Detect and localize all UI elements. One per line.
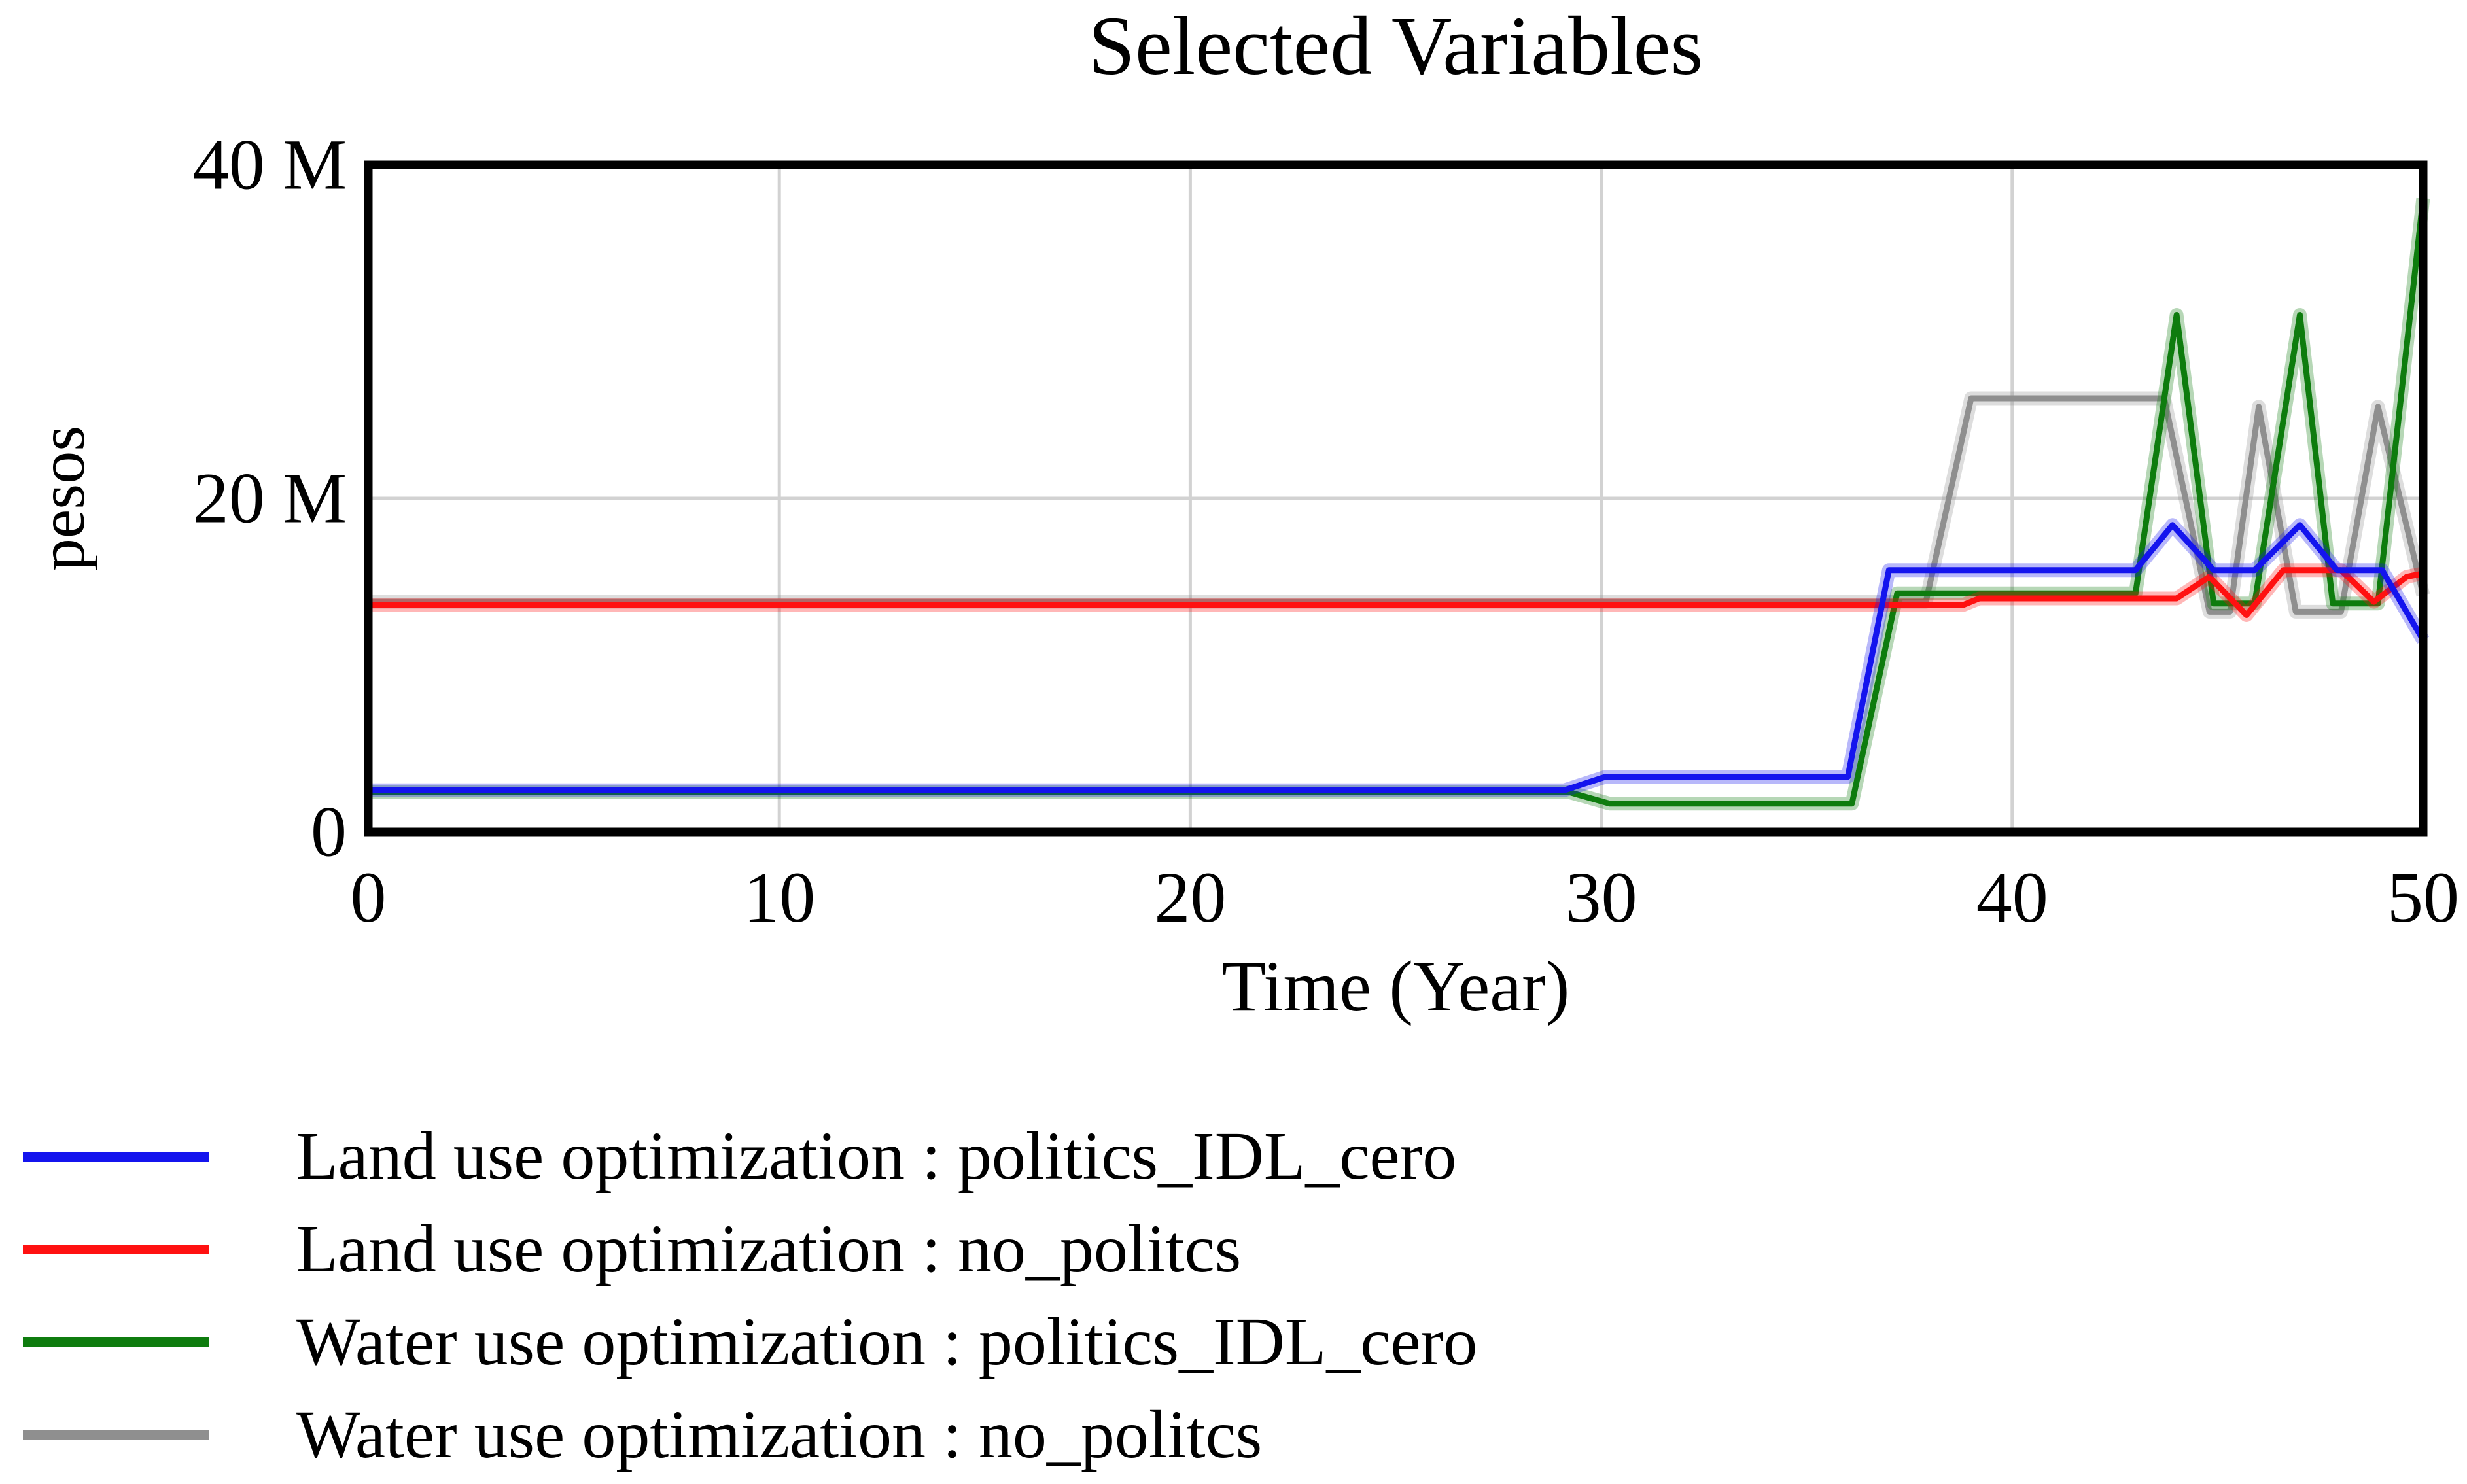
legend-item-label: Water use optimization : no_politcs <box>296 1396 1263 1472</box>
legend-line-swatch-red <box>23 1244 209 1254</box>
plot-frame <box>364 160 2428 837</box>
x-tick-40: 40 <box>1976 857 2048 937</box>
series-line-land-politics-idl-cero <box>368 522 2426 793</box>
x-tick-0: 0 <box>350 857 387 937</box>
x-tick-30: 30 <box>1565 857 1637 937</box>
series-line-water-politics-idl-cero <box>368 198 2426 807</box>
legend-item: Land use optimization : no_politcs <box>23 1203 1477 1296</box>
legend: Land use optimization : politics_IDL_cer… <box>23 1110 1477 1481</box>
x-tick-50: 50 <box>2387 857 2459 937</box>
legend-item: Water use optimization : politics_IDL_ce… <box>23 1296 1477 1389</box>
legend-item-label: Land use optimization : politics_IDL_cer… <box>296 1118 1457 1194</box>
legend-item: Water use optimization : no_politcs <box>23 1389 1477 1481</box>
y-tick-40-M: 40 M <box>192 124 347 205</box>
series-halo-water-politics-idl-cero <box>368 197 2430 811</box>
series-halo-land-politics-idl-cero <box>368 518 2430 797</box>
legend-item: Land use optimization : politics_IDL_cer… <box>23 1110 1477 1203</box>
x-tick-20: 20 <box>1154 857 1227 937</box>
legend-item-label: Land use optimization : no_politcs <box>296 1211 1242 1286</box>
legend-line-swatch-gray <box>23 1430 209 1440</box>
legend-line-swatch-blue <box>23 1151 209 1162</box>
chart-title: Selected Variables <box>1088 0 1704 92</box>
y-tick-20-M: 20 M <box>192 458 347 538</box>
series-halo-water-no-politcs <box>368 391 2430 619</box>
legend-item-label: Water use optimization : politics_IDL_ce… <box>296 1303 1478 1379</box>
series-line-water-no-politcs <box>368 395 2426 615</box>
series-line-land-no-politcs <box>368 567 2424 618</box>
x-axis-label: Time (Year) <box>1221 946 1570 1026</box>
y-tick-0: 0 <box>311 791 347 872</box>
x-tick-10: 10 <box>743 857 816 937</box>
legend-line-swatch-green <box>23 1337 209 1347</box>
